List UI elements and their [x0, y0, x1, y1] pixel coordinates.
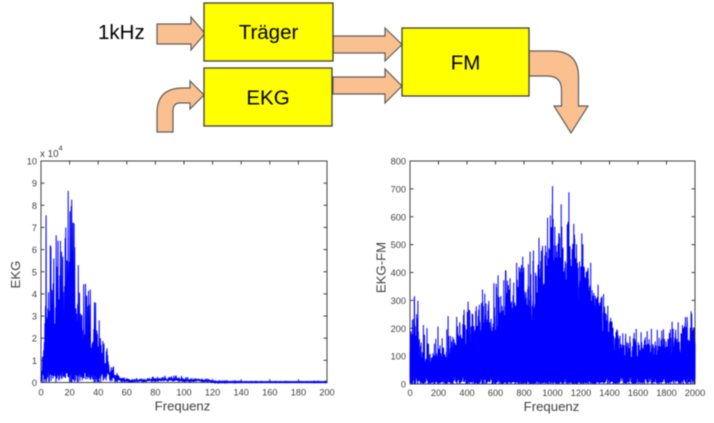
- svg-text:600: 600: [488, 388, 503, 398]
- svg-text:180: 180: [291, 388, 306, 398]
- svg-text:500: 500: [391, 240, 406, 250]
- svg-text:0: 0: [401, 380, 406, 390]
- svg-text:1200: 1200: [571, 388, 591, 398]
- svg-text:200: 200: [391, 324, 406, 334]
- svg-text:40: 40: [93, 388, 103, 398]
- svg-text:EKG: EKG: [246, 86, 289, 109]
- svg-text:1: 1: [32, 356, 37, 366]
- svg-text:200: 200: [319, 388, 334, 398]
- svg-text:160: 160: [262, 388, 277, 398]
- svg-text:7: 7: [32, 223, 37, 233]
- svg-text:60: 60: [122, 388, 132, 398]
- svg-text:1600: 1600: [628, 388, 648, 398]
- svg-text:8: 8: [32, 201, 37, 211]
- svg-text:100: 100: [391, 352, 406, 362]
- svg-text:140: 140: [234, 388, 249, 398]
- svg-text:Träger: Träger: [239, 21, 299, 44]
- svg-text:2000: 2000: [685, 388, 705, 398]
- svg-text:FM: FM: [451, 51, 481, 74]
- svg-text:300: 300: [391, 296, 406, 306]
- svg-text:80: 80: [150, 388, 160, 398]
- svg-text:20: 20: [64, 388, 74, 398]
- svg-text:120: 120: [205, 388, 220, 398]
- svg-text:5: 5: [32, 267, 37, 277]
- svg-text:1kHz: 1kHz: [98, 21, 145, 44]
- svg-text:1800: 1800: [656, 388, 676, 398]
- svg-text:1000: 1000: [542, 388, 562, 398]
- svg-text:800: 800: [516, 388, 531, 398]
- svg-text:0: 0: [38, 388, 43, 398]
- svg-text:4: 4: [32, 289, 37, 299]
- svg-text:0: 0: [407, 388, 412, 398]
- svg-text:600: 600: [391, 212, 406, 222]
- svg-text:x 10: x 10: [40, 149, 59, 160]
- svg-text:800: 800: [391, 157, 406, 167]
- svg-text:400: 400: [459, 388, 474, 398]
- svg-text:2: 2: [32, 334, 37, 344]
- svg-text:EKG-FM: EKG-FM: [374, 242, 389, 293]
- svg-text:0: 0: [32, 378, 37, 388]
- svg-text:EKG: EKG: [8, 261, 23, 289]
- svg-text:10: 10: [27, 157, 37, 167]
- svg-text:3: 3: [32, 312, 37, 322]
- svg-text:4: 4: [59, 144, 63, 153]
- svg-text:Frequenz: Frequenz: [524, 399, 580, 414]
- svg-text:9: 9: [32, 179, 37, 189]
- svg-text:6: 6: [32, 245, 37, 255]
- svg-text:100: 100: [176, 388, 191, 398]
- svg-text:1400: 1400: [599, 388, 619, 398]
- svg-text:700: 700: [391, 184, 406, 194]
- svg-text:Frequenz: Frequenz: [155, 399, 211, 414]
- svg-text:200: 200: [431, 388, 446, 398]
- svg-text:400: 400: [391, 268, 406, 278]
